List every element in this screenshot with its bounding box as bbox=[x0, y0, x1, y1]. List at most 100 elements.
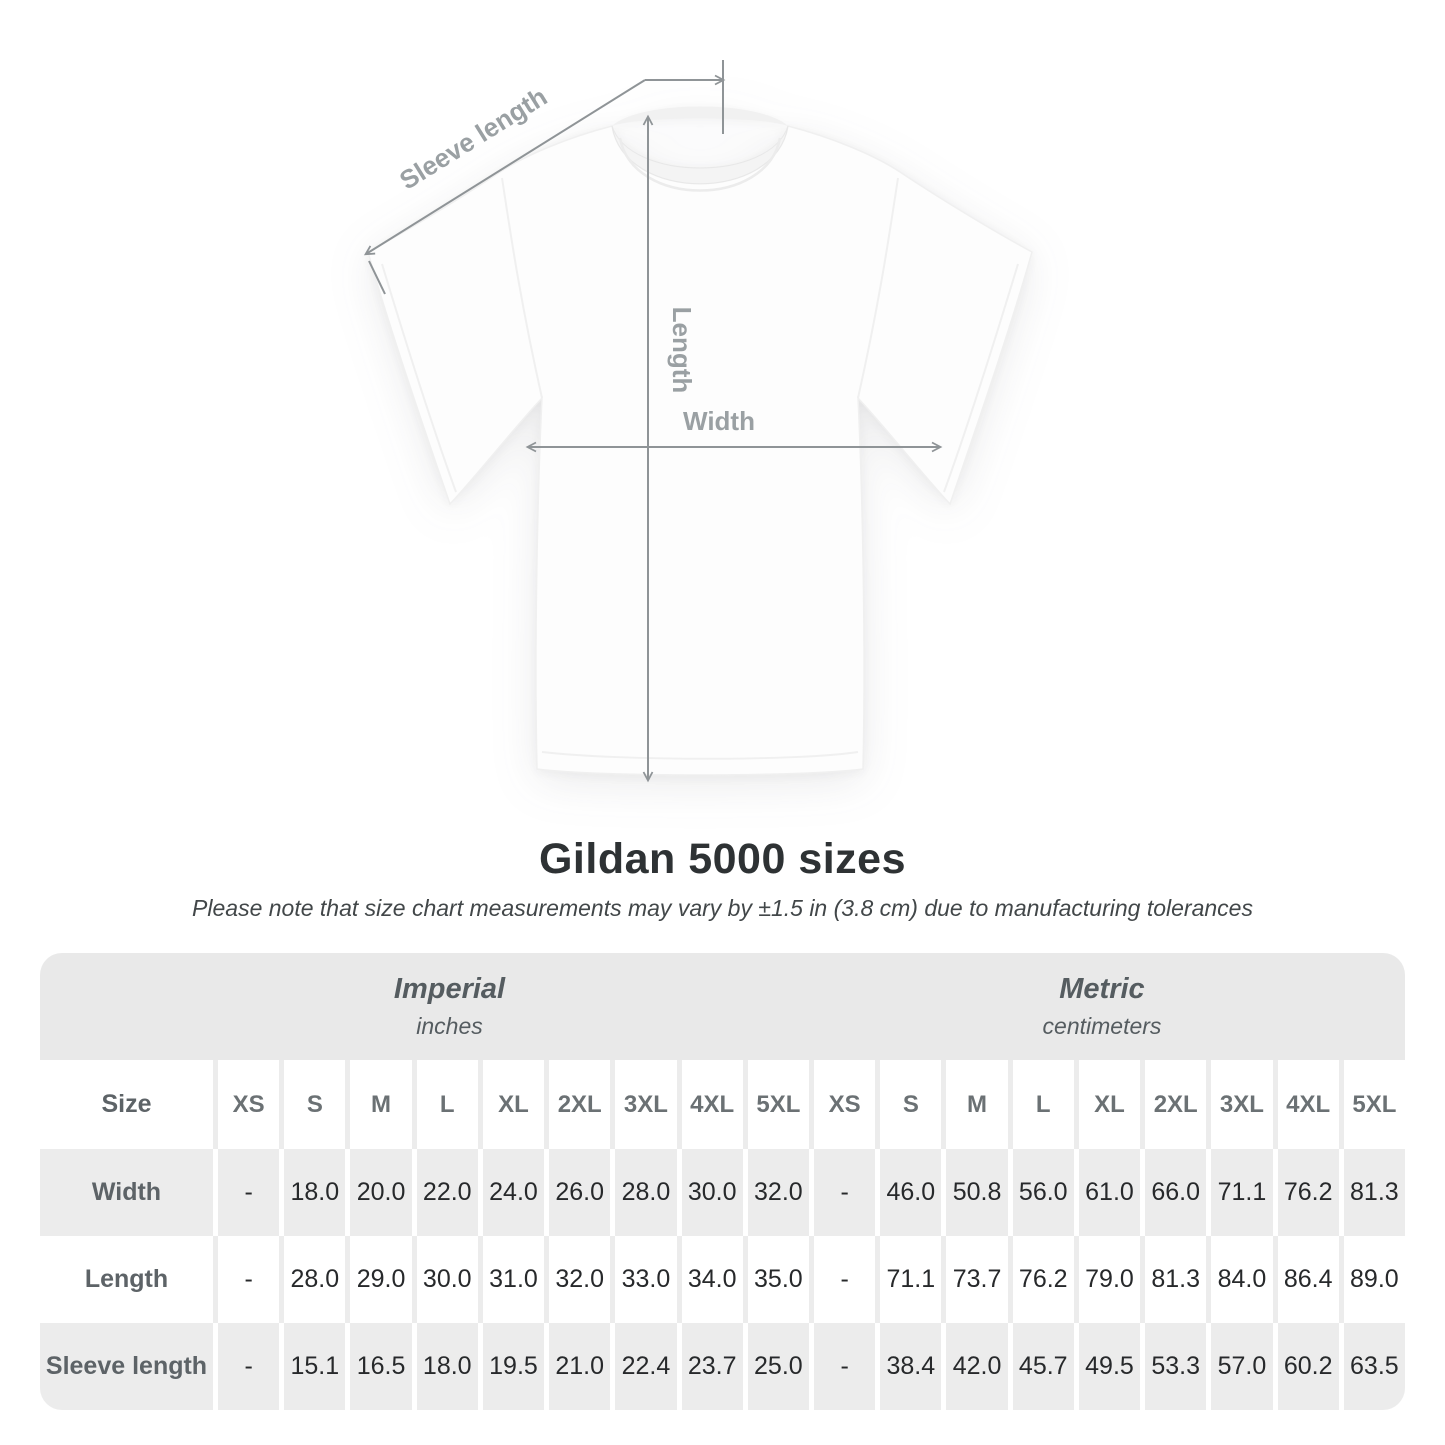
table-cell: 18.0 bbox=[279, 1149, 346, 1236]
table-cell: 19.5 bbox=[477, 1323, 545, 1410]
table-cell: 30.0 bbox=[411, 1236, 478, 1323]
table-cell: 84.0 bbox=[1206, 1236, 1273, 1323]
tshirt-graphic bbox=[367, 106, 1033, 776]
table-cell: - bbox=[213, 1149, 280, 1236]
table-cell: 46.0 bbox=[875, 1149, 942, 1236]
table-cell: 30.0 bbox=[676, 1149, 743, 1236]
table-cell: 53.3 bbox=[1140, 1323, 1207, 1410]
size-header-cell: XS bbox=[808, 1060, 876, 1149]
tshirt-body bbox=[367, 125, 1033, 776]
size-header-cell: M bbox=[345, 1060, 412, 1149]
table-cell: 26.0 bbox=[544, 1149, 611, 1236]
size-header-cell: S bbox=[279, 1060, 346, 1149]
row-label: Length bbox=[40, 1236, 213, 1323]
table-cell: 79.0 bbox=[1073, 1236, 1141, 1323]
table-cell: 81.3 bbox=[1338, 1149, 1405, 1236]
left-sleeve-seam bbox=[501, 177, 543, 399]
table-cell: 16.5 bbox=[345, 1323, 412, 1410]
table-cell: 56.0 bbox=[1007, 1149, 1074, 1236]
row-label: Width bbox=[40, 1149, 213, 1236]
size-header-cell: 5XL bbox=[1338, 1060, 1405, 1149]
size-header-cell: L bbox=[411, 1060, 478, 1149]
size-header-cell: XL bbox=[1073, 1060, 1141, 1149]
table-cell: 32.0 bbox=[544, 1236, 611, 1323]
width-label: Width bbox=[683, 406, 755, 436]
table-cell: 38.4 bbox=[875, 1323, 942, 1410]
table-cell: 63.5 bbox=[1338, 1323, 1405, 1410]
right-sleeve-seam bbox=[857, 177, 899, 399]
table-cell: 86.4 bbox=[1272, 1236, 1339, 1323]
size-header-cell: M bbox=[941, 1060, 1008, 1149]
table-cell: 33.0 bbox=[610, 1236, 677, 1323]
page-title: Gildan 5000 sizes bbox=[538, 835, 907, 883]
table-cell: 49.5 bbox=[1073, 1323, 1141, 1410]
table-cell: 81.3 bbox=[1140, 1236, 1207, 1323]
tshirt-back-collar bbox=[612, 106, 788, 126]
hem-seam bbox=[541, 751, 859, 760]
table-cell: 76.2 bbox=[1272, 1149, 1339, 1236]
table-cell: 18.0 bbox=[411, 1323, 478, 1410]
table-cell: - bbox=[808, 1236, 876, 1323]
table-cell: 71.1 bbox=[875, 1236, 942, 1323]
row-label: Sleeve length bbox=[40, 1323, 213, 1410]
table-cell: 21.0 bbox=[544, 1323, 611, 1410]
sleeve-length-arrow bbox=[363, 79, 646, 256]
unit-header-band: Imperial inches Metric centimeters bbox=[40, 953, 1405, 1060]
table-cell: 61.0 bbox=[1073, 1149, 1141, 1236]
table-row: Sleeve length -15.1 16.5 18.0 19.5 21.0 22.4 23… bbox=[40, 1323, 1405, 1410]
table-cell: 22.0 bbox=[411, 1149, 478, 1236]
table-body: Width -18.0 20.0 22.0 24.0 26.0 28.0 30.0 32.0-4… bbox=[40, 1149, 1405, 1410]
length-label: Length bbox=[667, 307, 697, 394]
table-cell: - bbox=[808, 1149, 876, 1236]
size-header-cell: 5XL bbox=[742, 1060, 809, 1149]
right-cuff-seam bbox=[943, 263, 1019, 493]
table-row: Length -28.0 29.0 30.0 31.0 32.0 33.0 34.0 35.0-… bbox=[40, 1236, 1405, 1323]
table-cell: 31.0 bbox=[477, 1236, 545, 1323]
table-cell: 28.0 bbox=[610, 1149, 677, 1236]
table-cell: 35.0 bbox=[742, 1236, 809, 1323]
tshirt-measurement-diagram: Sleeve length Length Width bbox=[363, 60, 1033, 783]
table-cell: 29.0 bbox=[345, 1236, 412, 1323]
size-header-cell: 3XL bbox=[610, 1060, 677, 1149]
table-cell: 76.2 bbox=[1007, 1236, 1074, 1323]
dimension-annotations bbox=[363, 60, 943, 783]
sleeve-length-extension bbox=[368, 260, 386, 295]
table-cell: 73.7 bbox=[941, 1236, 1008, 1323]
metric-units: centimeters bbox=[1042, 1013, 1162, 1039]
size-header-cell: XL bbox=[477, 1060, 545, 1149]
collar-seam bbox=[618, 137, 782, 192]
table-cell: - bbox=[213, 1323, 280, 1410]
table-cell: 66.0 bbox=[1140, 1149, 1207, 1236]
imperial-title: Imperial bbox=[393, 973, 506, 1005]
table-cell: 15.1 bbox=[279, 1323, 346, 1410]
size-header-cell: L bbox=[1007, 1060, 1074, 1149]
table-cell: 24.0 bbox=[477, 1149, 545, 1236]
table-cell: 60.2 bbox=[1272, 1323, 1339, 1410]
size-header-cell: S bbox=[875, 1060, 942, 1149]
table-cell: 32.0 bbox=[742, 1149, 809, 1236]
size-table: Imperial inches Metric centimeters Size X… bbox=[40, 953, 1405, 1410]
table-cell: - bbox=[808, 1323, 876, 1410]
left-cuff-seam bbox=[381, 263, 457, 493]
size-header-cell: 2XL bbox=[544, 1060, 611, 1149]
tshirt-front-collar bbox=[611, 125, 789, 185]
table-cell: - bbox=[213, 1236, 280, 1323]
size-header-cell: 4XL bbox=[1272, 1060, 1339, 1149]
size-header-cell: 2XL bbox=[1140, 1060, 1207, 1149]
table-cell: 23.7 bbox=[676, 1323, 743, 1410]
size-header-cell: 3XL bbox=[1206, 1060, 1273, 1149]
table-cell: 57.0 bbox=[1206, 1323, 1273, 1410]
table-row: Width -18.0 20.0 22.0 24.0 26.0 28.0 30.0 32.0-4… bbox=[40, 1149, 1405, 1236]
size-header-cell: 4XL bbox=[676, 1060, 743, 1149]
imperial-units: inches bbox=[416, 1013, 483, 1039]
table-cell: 20.0 bbox=[345, 1149, 412, 1236]
table-cell: 89.0 bbox=[1338, 1236, 1405, 1323]
tolerance-note: Please note that size chart measurements… bbox=[192, 895, 1253, 921]
metric-header: Metric centimeters bbox=[1043, 953, 1162, 1060]
table-cell: 42.0 bbox=[941, 1323, 1008, 1410]
table-cell: 22.4 bbox=[610, 1323, 677, 1410]
table-cell: 71.1 bbox=[1206, 1149, 1273, 1236]
table-cell: 34.0 bbox=[676, 1236, 743, 1323]
imperial-header: Imperial inches bbox=[394, 953, 505, 1060]
